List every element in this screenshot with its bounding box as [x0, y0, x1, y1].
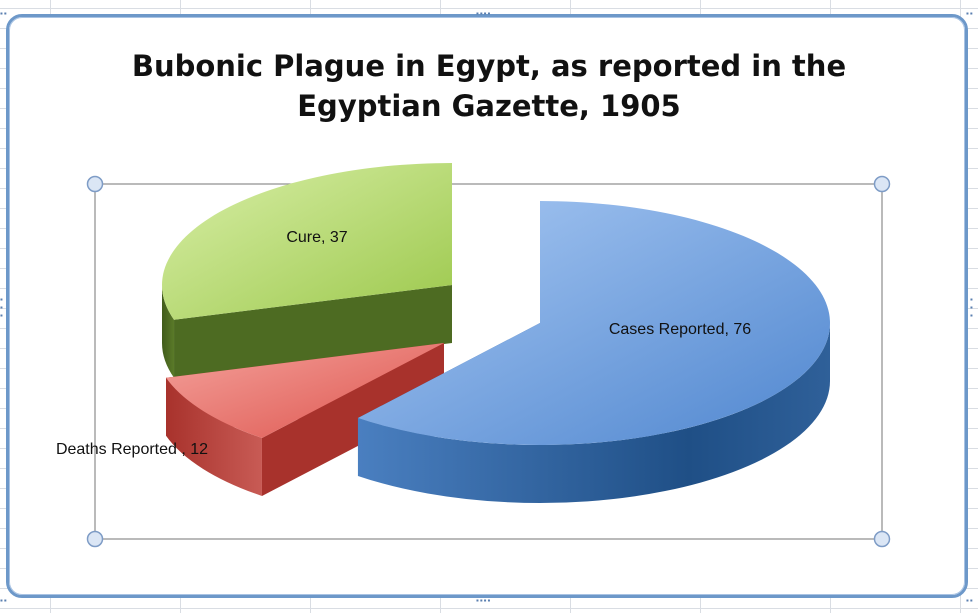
plot-area-handle-bottom-left[interactable]	[86, 530, 104, 548]
chart-resize-handle-top-left[interactable]: ▪▪	[0, 9, 8, 18]
chart-resize-handle-right[interactable]: ▪ ▪ ▪	[970, 295, 974, 320]
chart-title-line-1: Bubonic Plague in Egypt, as reported in …	[131, 49, 847, 83]
data-label-cases-reported: Cases Reported, 76	[609, 321, 751, 338]
pie-slice-cure[interactable]	[162, 163, 452, 378]
pie-slice-rim-cases-reported-0	[357, 323, 830, 503]
chart-resize-handle-top[interactable]: ▪▪▪▪	[476, 9, 492, 18]
pie-slice-rim-deaths-reported-0	[166, 377, 262, 496]
chart-title-line-2: Egyptian Gazette, 1905	[297, 89, 681, 123]
pie-slice-cases-reported[interactable]	[357, 201, 830, 503]
chart-resize-handle-top-right[interactable]: ▪▪	[966, 9, 974, 18]
pie-slices	[162, 163, 830, 503]
data-labels: Cases Reported, 76 Deaths Reported , 12 Cu…	[56, 229, 751, 458]
pie-slice-rim-cure-0	[162, 285, 175, 378]
pie-slice-top-cases-reported	[357, 201, 830, 445]
pie-slice-deaths-reported[interactable]	[166, 343, 444, 496]
pie-slice-top-deaths-reported	[166, 343, 444, 438]
plot-area-selection[interactable]	[94, 183, 883, 540]
plot-area-handle-top-right[interactable]	[873, 175, 891, 193]
pie-slice-top-cure	[162, 163, 452, 320]
data-label-deaths-reported: Deaths Reported , 12	[56, 441, 208, 458]
data-label-cure: Cure, 37	[286, 229, 347, 246]
chart-resize-handle-left[interactable]: ▪ ▪ ▪	[0, 295, 4, 320]
chart-resize-handle-bottom[interactable]: ▪▪▪▪	[476, 596, 492, 605]
plot-area-handle-bottom-right[interactable]	[873, 530, 891, 548]
plot-area-handle-top-left[interactable]	[86, 175, 104, 193]
chart-resize-handle-bottom-left[interactable]: ▪▪	[0, 596, 8, 605]
chart-resize-handle-bottom-right[interactable]: ▪▪	[966, 596, 974, 605]
chart-title: Bubonic Plague in Egypt, as reported in …	[0, 46, 978, 126]
pie-slice-wall-cure-0	[174, 285, 452, 378]
